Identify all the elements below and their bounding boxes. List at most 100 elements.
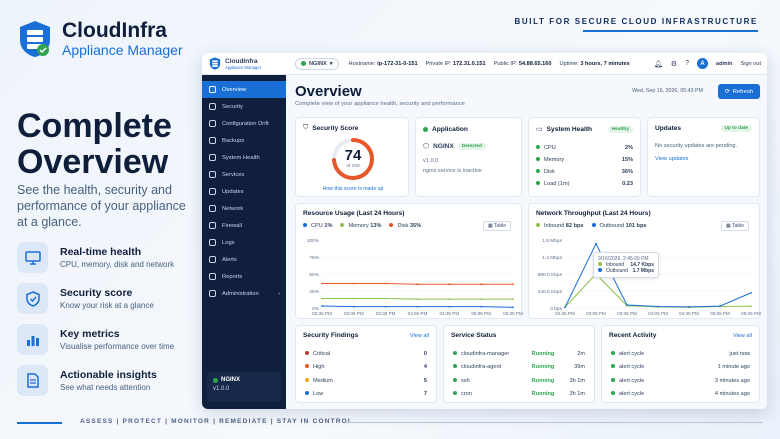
sidebar-item-firewall[interactable]: Firewall [202,217,286,234]
sidebar-item-administration[interactable]: Administration › [202,285,286,302]
table-view-button[interactable]: ▦ Table [483,221,511,231]
table-icon: ▦ [726,223,731,229]
sidebar-item-overview[interactable]: Overview [202,81,286,98]
view-all-link[interactable]: View all [409,332,429,339]
sidebar-item-alerts[interactable]: Alerts [202,251,286,268]
activity-row[interactable]: alert cycle 3 minutes ago [611,374,750,388]
finding-row-high[interactable]: High 4 [305,361,427,375]
sidebar-item-system-health[interactable]: System Health [202,149,286,166]
sidebar-item-services[interactable]: Services [202,166,286,183]
uptime-label: Uptime: [559,60,579,67]
private-ip-label: Private IP: [425,60,452,67]
legend-item[interactable]: Disk 35% [389,223,421,229]
x-tick-label: 03:05 PM [586,311,606,316]
finding-row-low[interactable]: Low 7 [305,388,427,402]
data-point-disk[interactable] [321,282,323,285]
legend-item[interactable]: Memory 13% [340,223,381,229]
severity-dot [305,377,309,382]
feature-title: Key metrics [60,328,120,340]
legend-value: 101 bps [625,223,647,229]
data-point-memory[interactable] [352,297,355,300]
view-all-link[interactable]: View all [732,332,752,339]
legend-name: CPU [311,223,323,229]
status-dot [453,391,457,396]
legend-swatch [389,223,394,227]
data-point-disk[interactable] [448,283,451,286]
activity-row[interactable]: alert cycle 4 minutes ago [611,388,750,402]
service-selector[interactable]: NGINX ▾ [295,57,339,70]
data-point-disk[interactable] [480,283,483,286]
data-point-memory[interactable] [321,297,323,300]
user-name[interactable]: admin [715,60,733,67]
metric-label: Load (1m) [544,181,570,187]
sidebar-item-backups[interactable]: Backups [202,132,286,149]
legend-name: Memory [348,223,369,229]
data-point-memory[interactable] [384,297,387,300]
avatar[interactable]: A [696,58,708,69]
data-point-disk[interactable] [352,282,355,285]
legend-item[interactable]: Inbound 82 bps [536,223,584,229]
activity-row[interactable]: alert cycle 1 minute ago [611,361,750,375]
view-updates-link[interactable]: View updates [655,156,689,162]
service-row[interactable]: cloudinfra-agent Running 39m [453,361,585,375]
data-point-disk[interactable] [384,282,387,285]
bell-icon[interactable]: 🔔︎ [653,60,663,68]
help-icon[interactable]: ? [685,60,689,67]
app-name: NGINX [433,142,454,150]
sidebar-item-network[interactable]: Network [202,200,286,217]
sidebar-item-reports[interactable]: Reports [202,268,286,285]
data-point-memory[interactable] [416,298,419,301]
score-breakdown-link[interactable]: How this score is made up [322,186,384,192]
legend-item[interactable]: CPU 1% [303,223,332,229]
finding-row-critical[interactable]: Critical 0 [305,347,427,361]
data-point-outbound[interactable] [688,305,690,308]
app-logo[interactable]: CloudInfra Appliance Manager [209,57,295,70]
data-point-outbound[interactable] [657,305,659,308]
table-view-button[interactable]: ▦ Table [721,221,749,231]
data-point-cpu[interactable] [321,305,323,307]
data-point-outbound[interactable] [626,304,628,306]
sign-out-link[interactable]: Sign out [740,60,761,67]
data-point-disk[interactable] [416,283,419,286]
metric-value: 0.23 [622,181,633,187]
bottom-accent-line [17,422,62,424]
activity-time: 3 minutes ago [714,377,750,384]
sidebar-item-security[interactable]: Security [202,98,286,115]
data-point-cpu[interactable] [480,305,483,308]
sidebar-item-configuration-drift[interactable]: Configuration Drift [202,115,286,132]
metric-value: 2% [624,145,633,151]
data-point-memory[interactable] [480,298,483,301]
updates-text: No security updates are pending. [655,143,738,149]
data-point-outbound[interactable] [564,306,566,309]
metric-label: Memory [544,157,565,163]
activity-row[interactable]: alert cycle just now [611,347,750,361]
security-findings-card: Security Findings View all Critical 0 High… [295,325,437,403]
brand-subtitle: Appliance Manager [62,42,183,58]
data-point-disk[interactable] [512,283,514,286]
feature-security-score: Security score Know your risk at a glance [17,283,154,314]
gear-icon[interactable]: ⚙ [670,60,678,68]
sidebar-item-label: Network [222,205,244,212]
service-row[interactable]: cloudinfra-manager Running 2m [453,347,585,361]
legend-item[interactable]: Outbound 101 bps [591,223,647,229]
data-point-cpu[interactable] [448,305,451,308]
refresh-button[interactable]: ⟳ Refresh [718,84,760,99]
service-row[interactable]: ssh Running 3h 1m [453,374,585,388]
card-title: Service Status [451,332,497,339]
data-point-memory[interactable] [512,298,514,301]
data-point-outbound[interactable] [719,305,721,308]
data-point-cpu[interactable] [352,305,355,308]
service-row[interactable]: cron Running 3h 1m [453,388,585,402]
data-point-cpu[interactable] [416,305,419,308]
data-point-cpu[interactable] [384,305,387,308]
sidebar-item-logs[interactable]: Logs [202,234,286,251]
data-point-outbound[interactable] [750,291,752,294]
finding-row-medium[interactable]: Medium 5 [305,374,427,388]
sidebar-item-updates[interactable]: Updates [202,183,286,200]
score-value: 74 [344,147,362,164]
data-point-outbound[interactable] [595,242,597,245]
data-point-cpu[interactable] [512,306,514,309]
data-point-inbound[interactable] [750,305,752,308]
data-point-memory[interactable] [448,298,451,301]
severity-count: 0 [423,350,427,357]
